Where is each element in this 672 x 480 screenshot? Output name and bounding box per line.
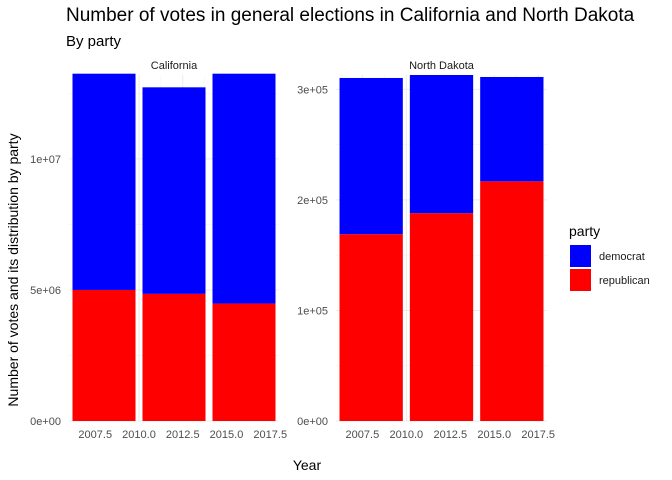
chart-title: Number of votes in general elections in … [66,5,635,26]
y-tick-label: 2e+05 [297,195,328,207]
bar-california-2016-republican [212,303,276,421]
bars-california [72,73,276,421]
y-tick-label: 0e+00 [30,416,61,428]
legend-key-democrat [570,245,591,267]
chart-subtitle: By party [66,33,122,50]
x-tick-label: 2010.0 [122,429,156,441]
legend-label-republican: republican [599,275,650,287]
y-tick-label: 1e+05 [297,305,328,317]
legend-key-republican [570,269,591,291]
x-ticks-north-dakota: 2007.5 2010.0 2012.5 2015.0 2017.5 [346,429,555,441]
x-ticks-california: 2007.5 2010.0 2012.5 2015.0 2017.5 [78,429,287,441]
x-tick-label: 2012.5 [166,429,200,441]
bar-california-2012-democrat [142,87,206,294]
bar-north-dakota-2016-republican [480,181,544,421]
x-tick-label: 2017.5 [253,429,287,441]
y-tick-label: 5e+06 [30,285,61,297]
y-ticks-north-dakota: 0e+00 1e+05 2e+05 3e+05 [297,84,328,428]
x-tick-label: 2010.0 [390,429,424,441]
bar-north-dakota-2008-republican [339,234,403,421]
x-tick-label: 2015.0 [477,429,511,441]
x-tick-label: 2017.5 [521,429,555,441]
y-ticks-california: 0e+00 5e+06 1e+07 [30,154,61,428]
y-tick-label: 0e+00 [297,416,328,428]
x-tick-label: 2007.5 [346,429,380,441]
bars-north-dakota [339,75,544,421]
bar-north-dakota-2008-democrat [339,77,403,235]
bar-north-dakota-2016-democrat [480,76,544,182]
legend-title: party [569,223,600,239]
y-tick-label: 1e+07 [30,154,61,166]
x-tick-label: 2015.0 [210,429,244,441]
y-axis-title: Number of votes and its distribution by … [5,133,21,406]
x-axis-title: Year [293,457,322,473]
bar-california-2008-democrat [72,73,136,290]
y-tick-label: 3e+05 [297,84,328,96]
bar-california-2008-republican [72,289,136,421]
x-tick-label: 2007.5 [78,429,112,441]
bar-california-2016-democrat [212,73,276,304]
x-tick-label: 2012.5 [433,429,467,441]
panel-strip-california: California [151,60,198,72]
bar-north-dakota-2012-democrat [409,75,474,214]
panel-strip-north-dakota: North Dakota [409,60,475,72]
legend-label-democrat: democrat [599,251,645,263]
bar-north-dakota-2012-republican [409,213,474,421]
panel-north-dakota: North Dakota 0e+00 1e+05 2e+05 3e+05 2007.5… [297,60,555,441]
legend: party democrat republican [569,223,650,291]
bar-california-2012-republican [142,293,206,421]
